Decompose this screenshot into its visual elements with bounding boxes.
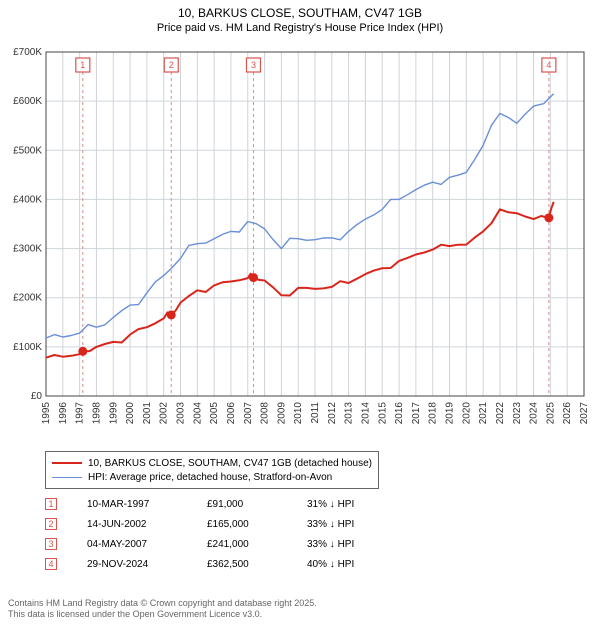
svg-text:2013: 2013 [344, 402, 355, 425]
legend-label-address: 10, BARKUS CLOSE, SOUTHAM, CV47 1GB (det… [88, 458, 372, 469]
event-diff-4: 40% ↓ HPI [307, 559, 407, 570]
event-diff-3: 33% ↓ HPI [307, 539, 407, 550]
svg-text:2: 2 [169, 60, 174, 70]
svg-text:2023: 2023 [512, 402, 523, 425]
event-date-4: 29-NOV-2024 [87, 559, 207, 570]
event-row-2: 2 14-JUN-2002 £165,000 33% ↓ HPI [45, 514, 407, 534]
events-table: 1 10-MAR-1997 £91,000 31% ↓ HPI 2 14-JUN… [45, 494, 407, 574]
event-diff-2: 33% ↓ HPI [307, 519, 407, 530]
svg-text:£700K: £700K [13, 47, 42, 58]
svg-text:1998: 1998 [91, 402, 102, 425]
svg-text:2003: 2003 [176, 402, 187, 425]
svg-text:1: 1 [80, 60, 85, 70]
event-price-2: £165,000 [207, 519, 307, 530]
legend-swatch-hpi [52, 477, 82, 478]
event-price-1: £91,000 [207, 499, 307, 510]
svg-text:1999: 1999 [108, 402, 119, 425]
svg-text:2008: 2008 [260, 402, 271, 425]
svg-text:£400K: £400K [13, 194, 42, 205]
svg-text:2025: 2025 [545, 402, 556, 425]
event-marker-3: 3 [45, 538, 57, 550]
svg-text:2027: 2027 [579, 402, 590, 425]
legend-swatch-address [52, 462, 82, 464]
svg-text:2006: 2006 [226, 402, 237, 425]
svg-text:2007: 2007 [243, 402, 254, 425]
event-diff-1: 31% ↓ HPI [307, 499, 407, 510]
svg-text:£0: £0 [31, 391, 43, 402]
legend-item-address: 10, BARKUS CLOSE, SOUTHAM, CV47 1GB (det… [52, 456, 372, 470]
price-chart: £0 £100K £200K £300K £400K £500K £600K £700K 199… [8, 44, 592, 444]
svg-text:2010: 2010 [293, 402, 304, 425]
svg-text:2011: 2011 [310, 402, 321, 424]
event-marker-4: 4 [45, 558, 57, 570]
svg-text:£500K: £500K [13, 145, 42, 156]
svg-text:4: 4 [546, 60, 551, 70]
footer-line-1: Contains HM Land Registry data © Crown c… [8, 598, 317, 609]
svg-text:2014: 2014 [360, 402, 371, 425]
svg-text:2002: 2002 [159, 402, 170, 425]
svg-text:2020: 2020 [461, 402, 472, 425]
legend-item-hpi: HPI: Average price, detached house, Stra… [52, 470, 372, 484]
event-price-3: £241,000 [207, 539, 307, 550]
event-date-3: 04-MAY-2007 [87, 539, 207, 550]
svg-text:2016: 2016 [394, 402, 405, 425]
footer-attribution: Contains HM Land Registry data © Crown c… [8, 598, 317, 621]
svg-text:2021: 2021 [478, 402, 489, 425]
svg-text:2026: 2026 [562, 402, 573, 425]
event-price-4: £362,500 [207, 559, 307, 570]
svg-text:£300K: £300K [13, 244, 42, 255]
svg-text:1997: 1997 [75, 402, 86, 425]
svg-text:2019: 2019 [445, 402, 456, 425]
event-row-3: 3 04-MAY-2007 £241,000 33% ↓ HPI [45, 534, 407, 554]
svg-text:1996: 1996 [58, 402, 69, 425]
svg-text:2012: 2012 [327, 402, 338, 425]
chart-title-line1: 10, BARKUS CLOSE, SOUTHAM, CV47 1GB [0, 6, 600, 20]
svg-text:£600K: £600K [13, 96, 42, 107]
svg-text:2005: 2005 [209, 402, 220, 425]
svg-text:2004: 2004 [192, 402, 203, 425]
legend-label-hpi: HPI: Average price, detached house, Stra… [88, 472, 332, 483]
footer-line-2: This data is licensed under the Open Gov… [8, 609, 317, 620]
svg-text:2017: 2017 [411, 402, 422, 425]
chart-title-line2: Price paid vs. HM Land Registry's House … [0, 22, 600, 34]
svg-text:2024: 2024 [529, 402, 540, 425]
svg-text:2015: 2015 [377, 402, 388, 425]
event-date-2: 14-JUN-2002 [87, 519, 207, 530]
event-marker-2: 2 [45, 518, 57, 530]
event-marker-1: 1 [45, 498, 57, 510]
legend: 10, BARKUS CLOSE, SOUTHAM, CV47 1GB (det… [45, 451, 379, 489]
svg-text:3: 3 [251, 60, 256, 70]
svg-text:2001: 2001 [142, 402, 153, 425]
svg-text:£200K: £200K [13, 293, 42, 304]
svg-text:£100K: £100K [13, 342, 42, 353]
svg-text:2022: 2022 [495, 402, 506, 425]
chart-svg: £0 £100K £200K £300K £400K £500K £600K £700K 199… [8, 44, 592, 444]
svg-text:2009: 2009 [276, 402, 287, 425]
event-date-1: 10-MAR-1997 [87, 499, 207, 510]
event-row-4: 4 29-NOV-2024 £362,500 40% ↓ HPI [45, 554, 407, 574]
svg-text:2018: 2018 [428, 402, 439, 425]
event-row-1: 1 10-MAR-1997 £91,000 31% ↓ HPI [45, 494, 407, 514]
svg-text:2000: 2000 [125, 402, 136, 425]
svg-text:1995: 1995 [41, 402, 52, 425]
